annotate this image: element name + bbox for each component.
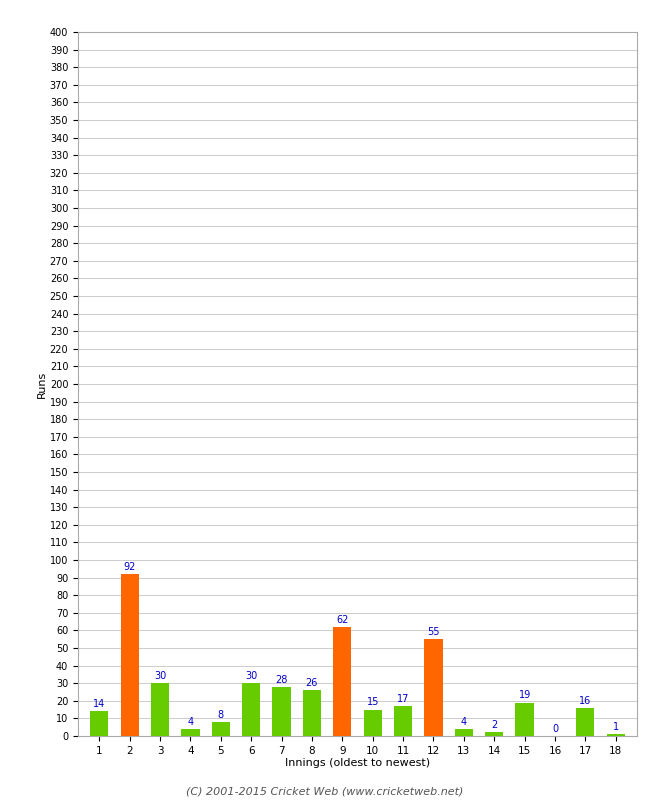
Text: 62: 62 (336, 614, 348, 625)
Bar (242, 683, 260, 736)
Text: 17: 17 (397, 694, 410, 704)
Text: 8: 8 (218, 710, 224, 720)
Y-axis label: Runs: Runs (37, 370, 47, 398)
Text: 26: 26 (306, 678, 318, 688)
X-axis label: Innings (oldest to newest): Innings (oldest to newest) (285, 758, 430, 769)
Bar (363, 710, 382, 736)
Bar (303, 690, 321, 736)
Text: (C) 2001-2015 Cricket Web (www.cricketweb.net): (C) 2001-2015 Cricket Web (www.cricketwe… (187, 786, 463, 796)
Text: 92: 92 (124, 562, 136, 572)
Bar (394, 706, 412, 736)
Text: 30: 30 (154, 671, 166, 681)
Bar (455, 729, 473, 736)
Bar (272, 686, 291, 736)
Text: 28: 28 (276, 674, 288, 685)
Bar (90, 711, 109, 736)
Text: 15: 15 (367, 698, 379, 707)
Bar (151, 683, 169, 736)
Bar (120, 574, 138, 736)
Bar (606, 734, 625, 736)
Text: 4: 4 (187, 717, 194, 727)
Bar (485, 733, 503, 736)
Text: 0: 0 (552, 724, 558, 734)
Bar (212, 722, 230, 736)
Text: 14: 14 (93, 699, 105, 710)
Bar (333, 627, 352, 736)
Text: 4: 4 (461, 717, 467, 727)
Text: 16: 16 (579, 696, 592, 706)
Text: 55: 55 (427, 627, 439, 637)
Bar (577, 708, 595, 736)
Bar (424, 639, 443, 736)
Bar (181, 729, 200, 736)
Text: 30: 30 (245, 671, 257, 681)
Text: 2: 2 (491, 720, 497, 730)
Text: 19: 19 (519, 690, 530, 701)
Text: 1: 1 (613, 722, 619, 732)
Bar (515, 702, 534, 736)
